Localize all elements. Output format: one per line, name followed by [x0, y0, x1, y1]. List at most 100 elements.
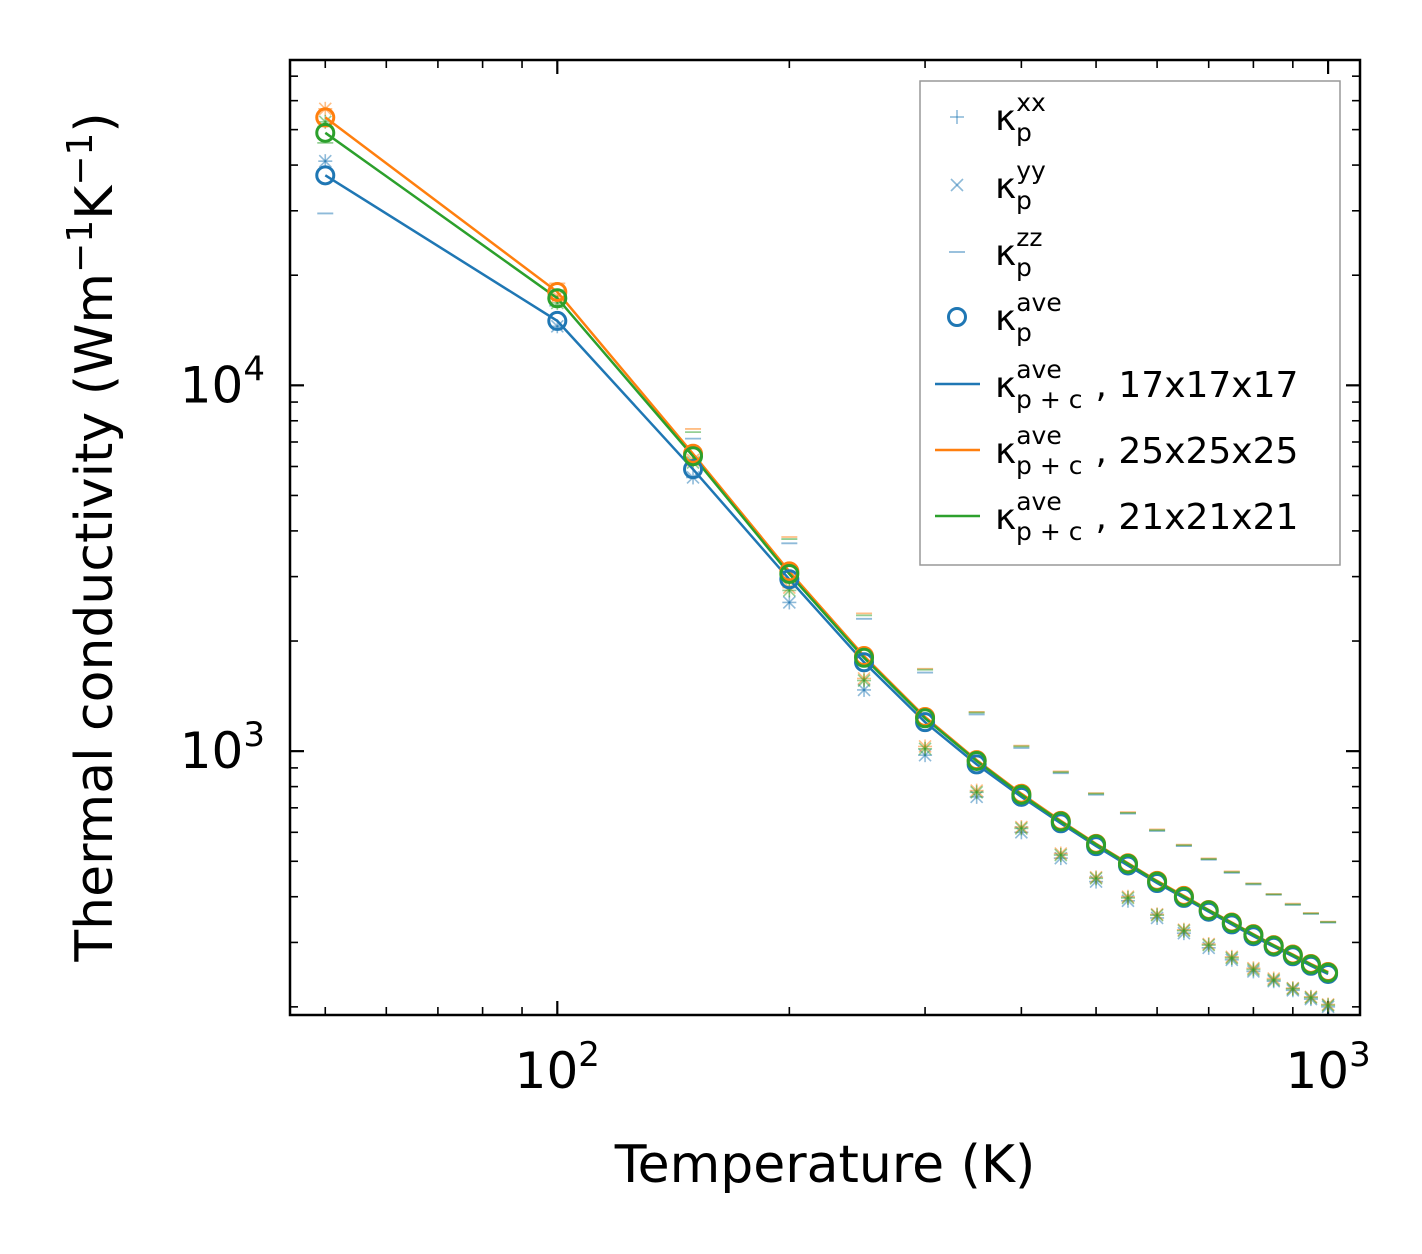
y-axis-label-main: Thermal conductivity (Wm — [65, 273, 125, 963]
legend-label-sup: ave — [1016, 288, 1062, 317]
x-tick-label-exp: 2 — [578, 1035, 600, 1075]
average-point-21x21x21 — [1198, 900, 1219, 921]
legend-label-base: κ — [995, 497, 1016, 538]
legend-entry-6: κave p + c , 25x25x25 — [935, 421, 1298, 480]
average-point-21x21x21 — [1173, 886, 1194, 907]
legend-label-suffix: , 21x21x21 — [1096, 497, 1299, 538]
x-tick-label: 103 — [1285, 1035, 1370, 1100]
kyy-marker — [1267, 973, 1281, 987]
y-tick-label-base: 10 — [180, 356, 244, 414]
legend-label: κzz p — [995, 223, 1042, 282]
average-point-17x17x17 — [683, 459, 704, 480]
average-point-21x21x21 — [1117, 853, 1138, 874]
y-axis-label: Thermal conductivity (Wm−1K−1) — [60, 112, 125, 962]
legend-cross-icon — [950, 178, 964, 192]
legend-entry-7: κave p + c , 21x21x21 — [935, 487, 1298, 546]
average-point-21x21x21 — [854, 647, 875, 668]
average-point-21x21x21 — [1243, 924, 1264, 945]
kyy-marker — [1177, 924, 1191, 938]
series-lines — [324, 116, 1329, 976]
kyy-marker — [1014, 821, 1028, 835]
average-point-25x25x25 — [315, 107, 336, 128]
kyy-marker — [1286, 982, 1300, 996]
y-tick-label: 104 — [180, 349, 265, 414]
average-point-21x21x21 — [779, 563, 800, 584]
average-point-21x21x21 — [1011, 784, 1032, 805]
kyy-marker — [857, 683, 871, 697]
kyy-marker — [782, 595, 796, 609]
legend-label: κave p + c , 21x21x21 — [995, 487, 1298, 546]
kyy-marker — [970, 785, 984, 799]
legend-entry-1: κxx p — [950, 88, 1046, 147]
average-point-21x21x21 — [1300, 954, 1321, 975]
y-axis-label-end: ) — [65, 112, 125, 132]
legend-label-sub: p + c — [1016, 451, 1082, 480]
kyy-marker — [1089, 871, 1103, 885]
legend-label-sub: p — [1016, 318, 1032, 347]
average-point-21x21x21 — [1282, 945, 1303, 966]
y-axis-label-sup2: −1 — [60, 133, 101, 186]
legend-label: κxx p — [995, 88, 1046, 147]
plot-frame — [288, 58, 1362, 1017]
average-point-17x17x17 — [547, 310, 568, 331]
legend-label-sub: p — [1016, 186, 1032, 215]
y-tick-label-base: 10 — [180, 722, 244, 780]
x-tick-label: 102 — [515, 1035, 600, 1100]
x-tick-label-base: 10 — [1285, 1042, 1349, 1100]
y-tick-label-exp: 3 — [243, 715, 265, 755]
average-point-25x25x25 — [547, 281, 568, 302]
y-tick-label: 103 — [180, 715, 265, 780]
kyy-marker — [857, 673, 871, 688]
average-point-21x21x21 — [683, 446, 704, 467]
kyy-marker — [1121, 891, 1135, 905]
legend-label-sub: p — [1016, 118, 1032, 147]
legend-label-suffix: , 25x25x25 — [1096, 431, 1299, 472]
average-point-21x21x21 — [915, 708, 936, 729]
x-tick-label-exp: 3 — [1349, 1035, 1371, 1075]
average-markers — [315, 107, 1339, 984]
kyy-marker — [918, 742, 932, 756]
legend-label: κave p + c , 25x25x25 — [995, 421, 1298, 480]
legend-label: κave p + c , 17x17x17 — [995, 355, 1298, 414]
legend-label: κave p — [995, 288, 1062, 347]
legend-label-sup: zz — [1016, 223, 1042, 252]
legend-entry-4: κave p — [947, 288, 1062, 347]
legend-label-sup: ave — [1016, 421, 1062, 450]
average-point-17x17x17 — [315, 165, 336, 186]
average-point-21x21x21 — [1263, 935, 1284, 956]
legend-label: κyy p — [995, 156, 1046, 215]
average-point-21x21x21 — [1318, 962, 1339, 983]
y-axis-label-sup1: −1 — [60, 220, 101, 273]
axis-ticks — [290, 60, 1360, 1015]
legend-label-sub: p — [1016, 253, 1032, 282]
kyy-marker — [1321, 998, 1335, 1012]
y-axis-label-mid: K — [65, 184, 125, 220]
legend-label-sup: ave — [1016, 355, 1062, 384]
legend-entry-3: κzz p — [949, 223, 1042, 282]
average-point-21x21x21 — [1147, 871, 1168, 892]
legend-circle-icon — [947, 307, 967, 327]
legend-label-sub: p + c — [1016, 517, 1082, 546]
legend-label-sup: yy — [1016, 156, 1046, 185]
average-point-21x21x21 — [547, 288, 568, 309]
y-tick-label-exp: 4 — [243, 349, 265, 389]
legend-label-sup: xx — [1016, 88, 1046, 117]
legend-entry-2: κyy p — [950, 156, 1046, 215]
legend-label-sup: ave — [1016, 487, 1062, 516]
kyy-marker — [1150, 908, 1164, 922]
legend-box — [919, 80, 1341, 566]
kyy-marker — [1225, 951, 1239, 965]
kyy-marker — [1202, 938, 1216, 952]
legend-label-base: κ — [995, 431, 1016, 472]
average-point-21x21x21 — [1221, 913, 1242, 934]
kyy-marker — [318, 154, 332, 168]
average-point-21x21x21 — [966, 750, 987, 771]
legend-label-suffix: , 17x17x17 — [1096, 365, 1299, 406]
x-axis-label: Temperature (K) — [614, 1135, 1036, 1195]
kyy-marker — [1054, 848, 1068, 862]
x-tick-label-base: 10 — [515, 1042, 579, 1100]
average-point-21x21x21 — [315, 122, 336, 143]
